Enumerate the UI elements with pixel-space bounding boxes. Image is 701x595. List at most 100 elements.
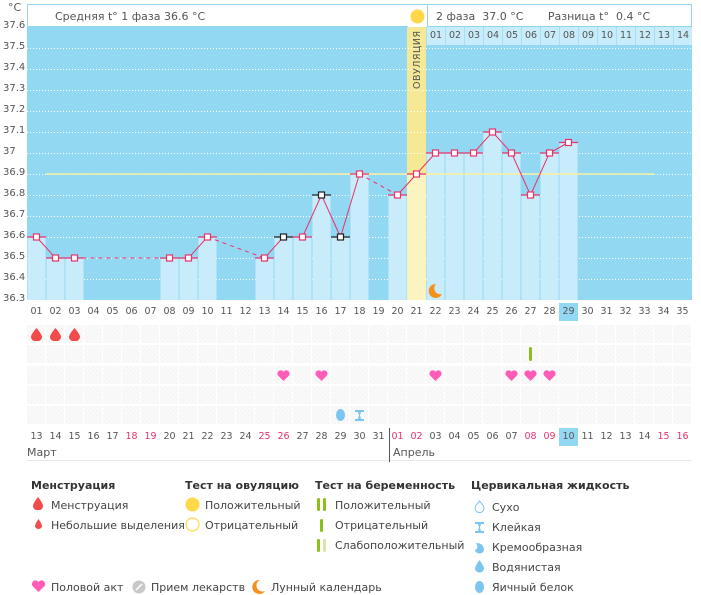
cycle-day-label[interactable]: 31 [600,306,613,317]
marker-cell[interactable] [559,325,577,343]
marker-cell[interactable] [122,366,140,384]
marker-cell[interactable] [46,345,64,363]
marker-cell[interactable] [673,406,691,424]
marker-cell[interactable] [141,386,159,404]
calendar-date[interactable]: 01 [391,431,404,442]
marker-cell[interactable] [464,406,482,424]
marker-cell[interactable] [407,406,425,424]
marker-cell[interactable] [654,345,672,363]
calendar-date[interactable]: 16 [676,431,689,442]
marker-cell[interactable] [65,345,83,363]
calendar-date[interactable]: 11 [581,431,594,442]
marker-cell[interactable] [426,386,444,404]
marker-cell[interactable] [141,325,159,343]
menstruation-drop-icon[interactable] [65,325,84,343]
marker-cell[interactable] [179,406,197,424]
marker-cell[interactable] [293,366,311,384]
marker-cell[interactable] [540,386,558,404]
cycle-day-label[interactable]: 16 [315,306,328,317]
marker-cell[interactable] [331,345,349,363]
cycle-day-label[interactable]: 02 [49,306,62,317]
cycle-day-label[interactable]: 33 [638,306,651,317]
marker-cell[interactable] [103,366,121,384]
calendar-date[interactable]: 26 [277,431,290,442]
marker-cell[interactable] [616,325,634,343]
marker-cell[interactable] [217,366,235,384]
marker-cell[interactable] [616,345,634,363]
calendar-date[interactable]: 18 [125,431,138,442]
marker-cell[interactable] [559,386,577,404]
marker-cell[interactable] [445,366,463,384]
marker-cell[interactable] [673,366,691,384]
marker-cell[interactable] [274,386,292,404]
marker-cell[interactable] [635,386,653,404]
marker-cell[interactable] [331,325,349,343]
marker-cell[interactable] [540,406,558,424]
calendar-date[interactable]: 15 [657,431,670,442]
marker-cell[interactable] [673,386,691,404]
marker-cell[interactable] [502,386,520,404]
marker-cell[interactable] [331,366,349,384]
marker-cell[interactable] [160,325,178,343]
cycle-day-label[interactable]: 04 [87,306,100,317]
menstruation-drop-icon[interactable] [27,325,46,343]
marker-cell[interactable] [312,406,330,424]
marker-cell[interactable] [312,345,330,363]
cycle-day-label[interactable]: 12 [239,306,252,317]
marker-cell[interactable] [578,345,596,363]
cycle-day-label[interactable]: 08 [163,306,176,317]
cycle-day-label[interactable]: 03 [68,306,81,317]
cycle-day-label[interactable]: 24 [467,306,480,317]
marker-cell[interactable] [255,366,273,384]
marker-cell[interactable] [179,386,197,404]
marker-cell[interactable] [46,366,64,384]
calendar-date[interactable]: 12 [600,431,613,442]
cycle-day-label[interactable]: 09 [182,306,195,317]
marker-cell[interactable] [255,406,273,424]
marker-cell[interactable] [27,345,45,363]
marker-cell[interactable] [407,386,425,404]
marker-cell[interactable] [635,325,653,343]
marker-cell[interactable] [369,345,387,363]
marker-cell[interactable] [369,406,387,424]
heart-icon[interactable] [502,366,521,384]
calendar-date[interactable]: 14 [638,431,651,442]
marker-cell[interactable] [103,325,121,343]
calendar-date[interactable]: 14 [49,431,62,442]
cycle-day-label[interactable]: 27 [524,306,537,317]
calendar-date[interactable]: 27 [296,431,309,442]
marker-cell[interactable] [274,325,292,343]
marker-cell[interactable] [502,325,520,343]
cycle-day-label[interactable]: 18 [353,306,366,317]
marker-cell[interactable] [84,386,102,404]
marker-cell[interactable] [635,366,653,384]
cycle-day-label[interactable]: 22 [429,306,442,317]
marker-cell[interactable] [179,345,197,363]
marker-cell[interactable] [27,366,45,384]
calendar-date[interactable]: 31 [372,431,385,442]
marker-cell[interactable] [217,386,235,404]
marker-cell[interactable] [369,366,387,384]
marker-cell[interactable] [521,406,539,424]
heart-icon[interactable] [521,366,540,384]
marker-cell[interactable] [483,386,501,404]
marker-cell[interactable] [673,325,691,343]
calendar-date[interactable]: 09 [543,431,556,442]
marker-cell[interactable] [502,406,520,424]
calendar-date[interactable]: 29 [334,431,347,442]
calendar-date[interactable]: 23 [220,431,233,442]
marker-cell[interactable] [578,386,596,404]
cycle-day-label[interactable]: 10 [201,306,214,317]
cycle-day-label[interactable]: 28 [543,306,556,317]
calendar-date[interactable]: 04 [448,431,461,442]
marker-cell[interactable] [103,345,121,363]
cycle-day-label[interactable]: 32 [619,306,632,317]
marker-cell[interactable] [122,345,140,363]
marker-cell[interactable] [483,406,501,424]
marker-cell[interactable] [654,325,672,343]
heart-icon[interactable] [540,366,559,384]
marker-cell[interactable] [369,386,387,404]
marker-cell[interactable] [103,386,121,404]
calendar-date[interactable]: 07 [505,431,518,442]
marker-cell[interactable] [635,406,653,424]
